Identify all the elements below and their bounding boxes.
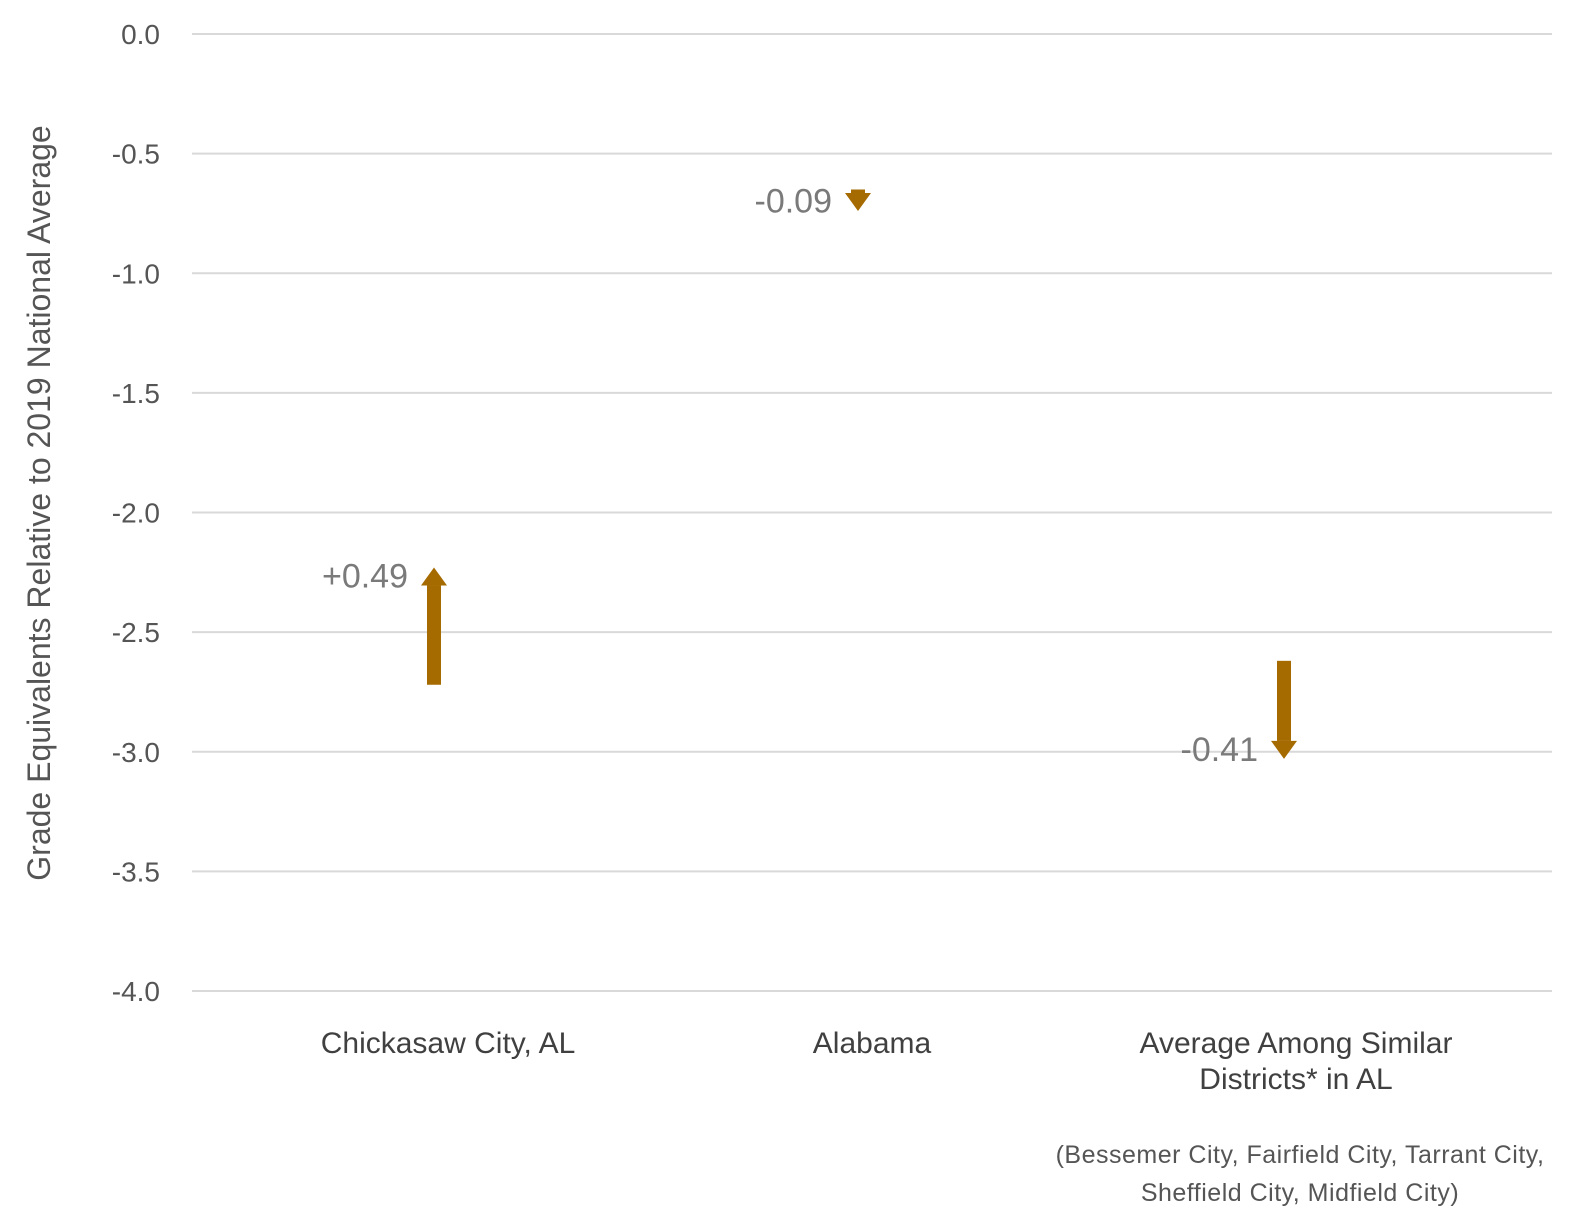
- y-axis-ticks: 0.0 -0.5 -1.0 -1.5 -2.0 -2.5 -3.0 -3.5 -4.0: [112, 19, 160, 1007]
- y-tick-label: -3.5: [112, 856, 160, 887]
- y-tick-label: -3.0: [112, 737, 160, 768]
- arrow-2: -0.41: [1181, 660, 1297, 769]
- data-label: -0.09: [755, 182, 833, 220]
- arrow-1: -0.09: [755, 182, 871, 220]
- arrow-shaft: [1277, 660, 1291, 741]
- arrow-shaft: [851, 189, 865, 194]
- arrow-marks: +0.49 -0.09 -0.41: [322, 182, 1297, 769]
- data-label: +0.49: [322, 558, 408, 596]
- y-tick-label: 0.0: [121, 19, 160, 50]
- arrow-head: [421, 567, 447, 586]
- arrow-shaft: [427, 585, 441, 685]
- y-tick-label: -1.5: [112, 378, 160, 409]
- y-tick-label: -1.0: [112, 258, 160, 289]
- footnote-line: Sheffield City, Midfield City): [1141, 1179, 1459, 1207]
- y-tick-label: -4.0: [112, 976, 160, 1007]
- y-tick-label: -2.0: [112, 498, 160, 529]
- gridlines: [192, 33, 1552, 992]
- y-axis-label: Grade Equivalents Relative to 2019 Natio…: [21, 125, 57, 880]
- x-category-label: Districts* in AL: [1199, 1063, 1392, 1096]
- data-label: -0.41: [1181, 731, 1259, 769]
- x-category-label: Average Among Similar: [1140, 1027, 1453, 1060]
- x-category-label: Alabama: [813, 1027, 932, 1060]
- y-tick-label: -2.5: [112, 617, 160, 648]
- x-category-label: Chickasaw City, AL: [321, 1027, 576, 1060]
- arrow-0: +0.49: [322, 558, 447, 685]
- y-tick-label: -0.5: [112, 139, 160, 170]
- footnote-line: (Bessemer City, Fairfield City, Tarrant …: [1056, 1141, 1545, 1169]
- footnote: (Bessemer City, Fairfield City, Tarrant …: [1056, 1141, 1545, 1207]
- arrow-head: [845, 193, 871, 212]
- x-axis-categories: Chickasaw City, AL Alabama Average Among S…: [321, 1027, 1453, 1096]
- arrow-head: [1271, 740, 1297, 759]
